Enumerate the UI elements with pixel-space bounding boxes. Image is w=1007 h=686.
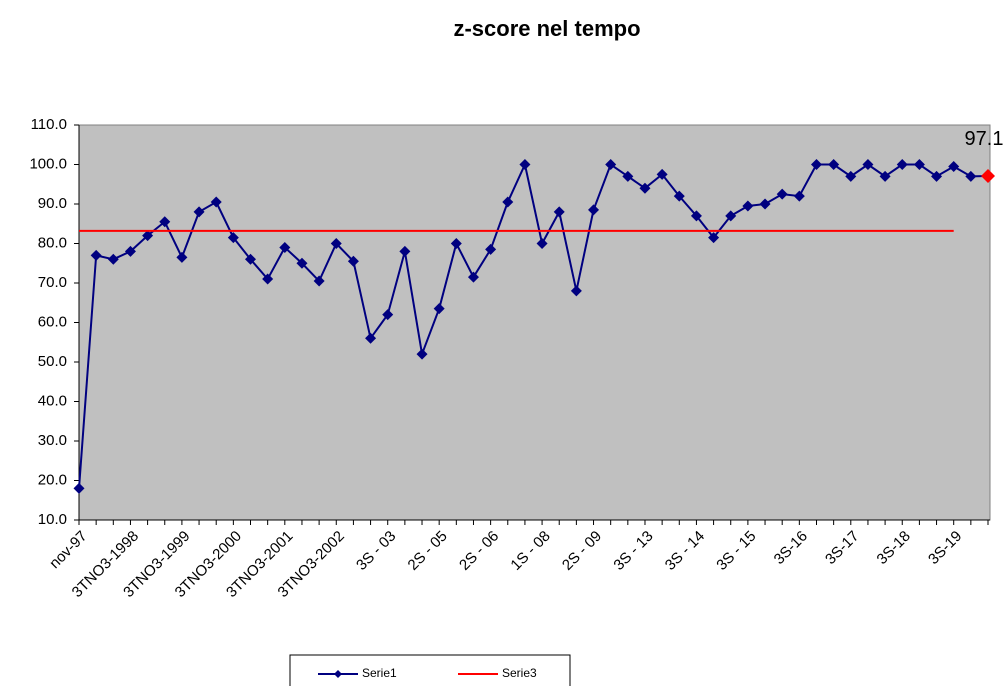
x-tick-label: 3S - 15 [713,528,759,574]
point-marker [725,210,737,222]
x-tick-label: 1S - 08 [507,528,553,574]
point-marker [382,309,394,321]
point-marker [519,159,531,170]
point-marker [159,216,171,228]
x-tick-label: 3S-16 [771,528,811,568]
x-tick-label: 3S - 14 [662,528,708,574]
point-marker [639,182,651,194]
point-marker [828,159,840,170]
point-marker [931,170,943,182]
point-marker [296,257,308,269]
point-marker [553,206,565,218]
point-marker [965,170,977,182]
point-marker [450,238,462,249]
point-marker [502,196,514,208]
point-marker [279,241,291,253]
y-tick-label: 50.0 [38,353,67,370]
point-marker [690,210,702,222]
y-tick-label: 100.0 [29,155,67,172]
point-marker [605,159,617,170]
point-marker [913,159,925,170]
point-marker [862,159,874,170]
y-tick-label: 10.0 [38,511,67,528]
point-marker [467,271,479,283]
point-marker [107,253,119,265]
x-tick-label: 3S - 03 [353,528,399,574]
x-tick-label: 3S-19 [925,528,965,568]
legend-label: Serie3 [502,666,537,680]
point-marker [262,273,274,285]
x-tick-label: 3S-17 [822,528,862,568]
point-marker [433,303,445,315]
point-marker [193,206,205,218]
point-marker [245,253,257,265]
point-marker [73,482,85,494]
point-marker [176,251,188,263]
y-tick-label: 40.0 [38,392,67,409]
point-marker [347,255,359,267]
point-marker [776,188,788,200]
point-marker [365,332,377,344]
y-tick-label: 80.0 [38,234,67,251]
point-marker [742,200,754,212]
point-marker [399,245,411,257]
x-tick-label: 3S-18 [874,528,914,568]
point-marker [485,243,497,255]
point-marker [948,160,960,172]
point-marker [845,170,857,182]
point-marker [142,230,154,242]
x-tick-label: nov-97 [46,528,90,572]
point-marker [673,190,685,202]
data-label: 97.1 [965,128,1004,150]
x-tick-label: 3S - 13 [610,528,656,574]
point-marker [570,285,582,297]
point-marker [124,245,136,257]
y-tick-label: 90.0 [38,195,67,212]
x-tick-label: 2S - 06 [456,528,502,574]
point-marker [227,232,239,244]
point-marker [981,168,995,183]
legend-marker [334,670,342,678]
chart-title: z-score nel tempo [453,16,640,41]
point-marker [416,348,428,360]
point-marker [879,170,891,182]
point-marker [810,159,822,170]
x-tick-label: 2S - 09 [559,528,605,574]
point-marker [90,249,102,261]
x-tick-label: 2S - 05 [405,528,451,574]
legend-label: Serie1 [362,666,397,680]
point-marker [536,238,548,249]
point-marker [330,238,342,249]
y-tick-label: 20.0 [38,471,67,488]
point-marker [896,159,908,170]
point-marker [793,190,805,202]
point-marker [759,198,771,210]
point-marker [210,196,222,208]
point-marker [708,232,720,244]
point-marker [313,275,325,287]
point-marker [588,204,600,216]
point-marker [656,168,668,180]
point-marker [622,170,634,182]
y-tick-label: 60.0 [38,313,67,330]
y-tick-label: 30.0 [38,432,67,449]
y-tick-label: 110.0 [31,116,67,133]
legend-box [289,654,571,686]
plot-area [78,124,991,521]
y-tick-label: 70.0 [38,274,67,291]
